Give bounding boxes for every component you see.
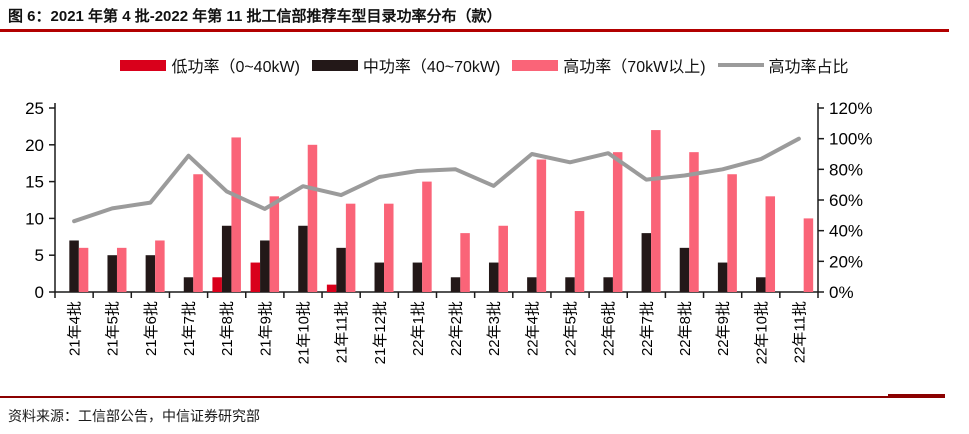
footer-divider-end [888, 394, 945, 398]
bar-mid-21年10批 [298, 225, 308, 292]
bar-high-22年2批 [460, 233, 470, 292]
legend-item-ratio_line: 高功率占比 [717, 53, 849, 77]
x-axis-label: 22年4批 [524, 301, 541, 356]
source-note: 资料来源：工信部公告，中信证券研究部 [8, 408, 260, 424]
x-axis-label: 21年10批 [295, 301, 312, 364]
bar-mid-22年1批 [412, 262, 423, 292]
legend-swatch-ratio_line [717, 63, 764, 67]
bar-low-21年8批 [212, 277, 222, 292]
bar-high-21年8批 [231, 137, 241, 292]
bar-high-22年6批 [612, 152, 623, 292]
bar-mid-21年9批 [260, 240, 270, 292]
x-axis-label: 21年8批 [219, 301, 236, 356]
legend-label: 中功率（40~70kW) [362, 59, 501, 76]
x-axis-label: 22年10批 [753, 301, 770, 364]
bar-mid-21年6批 [145, 255, 156, 292]
bar-low-21年9批 [250, 262, 261, 292]
y-axis-left-label: 10 [25, 209, 44, 228]
bar-mid-21年8批 [221, 225, 232, 292]
x-axis-label: 21年5批 [105, 301, 122, 356]
x-axis-label: 22年9批 [715, 301, 732, 356]
bar-mid-22年2批 [450, 277, 461, 292]
figure-title: 图 6：2021 年第 4 批-2022 年第 11 批工信部推荐车型目录功率分… [8, 8, 502, 25]
bar-high-22年4批 [536, 159, 547, 292]
y-axis-right-label: 20% [829, 252, 863, 271]
x-axis-label: 22年2批 [448, 301, 465, 356]
legend-label: 高功率（70kW以上) [563, 59, 706, 76]
chart-legend: 低功率（0~40kW) 中功率（40~70kW) 高功率（70kW以上) 高功率占比 [0, 53, 969, 77]
bar-high-21年4批 [78, 247, 89, 292]
bar-mid-22年4批 [527, 277, 537, 292]
y-axis-left-label: 15 [25, 173, 44, 192]
legend-item-mid: 中功率（40~70kW) [311, 53, 501, 77]
x-axis-label: 21年6批 [143, 301, 160, 356]
y-axis-right-label: 40% [829, 222, 863, 241]
legend-swatch-high [512, 59, 559, 71]
bar-high-22年3批 [498, 225, 508, 292]
x-axis-label: 22年6批 [601, 301, 618, 356]
x-axis-label: 22年8批 [677, 301, 694, 356]
bar-high-22年5批 [574, 211, 585, 292]
x-axis-label: 22年7批 [639, 301, 656, 356]
bar-mid-21年11批 [336, 247, 346, 292]
bar-high-22年1批 [422, 181, 432, 292]
power-chart: 0 5 10 15 20 25 0% 20% 40% 60% 80% 100% 120% 21年4批 21年… [25, 99, 872, 364]
x-axis-label: 22年5批 [563, 301, 580, 356]
bar-mid-21年7批 [183, 277, 194, 292]
x-axis-label: 21年9批 [257, 301, 274, 356]
bar-high-21年10批 [307, 144, 318, 292]
bar-high-21年9批 [269, 196, 280, 292]
y-axis-right-label: 0% [829, 283, 854, 302]
legend-item-high: 高功率（70kW以上) [512, 53, 706, 77]
bar-low-21年11批 [326, 284, 337, 292]
x-axis-label: 22年1批 [410, 301, 427, 356]
legend-label: 低功率（0~40kW) [171, 59, 300, 76]
bar-high-22年7批 [651, 130, 661, 292]
bar-high-21年11批 [345, 203, 356, 292]
legend-swatch-mid [311, 59, 358, 71]
legend-swatch-low [120, 59, 167, 71]
y-axis-right-label: 100% [829, 130, 872, 149]
x-axis-label: 21年11批 [334, 301, 351, 363]
bar-mid-22年5批 [565, 277, 575, 292]
bar-mid-22年9批 [717, 262, 728, 292]
x-axis-label: 22年3批 [486, 301, 503, 356]
bar-high-22年9批 [727, 174, 737, 292]
bar-high-22年8批 [689, 152, 699, 292]
bar-mid-22年7批 [641, 233, 652, 292]
bar-mid-21年5批 [107, 255, 117, 292]
title-divider [0, 29, 949, 32]
legend-item-low: 低功率（0~40kW) [120, 53, 300, 77]
bar-mid-21年4批 [69, 240, 79, 292]
x-axis-label: 21年12批 [372, 301, 389, 364]
x-axis-label: 22年11批 [791, 301, 808, 363]
y-axis-left-label: 20 [25, 136, 44, 155]
x-axis-label: 21年7批 [181, 301, 198, 356]
bar-mid-22年3批 [488, 262, 499, 292]
ratio-line [72, 136, 801, 224]
bar-high-21年7批 [193, 174, 203, 292]
y-axis-right-label: 80% [829, 160, 863, 179]
y-axis-right-label: 60% [829, 191, 863, 210]
bar-high-22年11批 [803, 218, 814, 292]
footer-divider [0, 396, 940, 398]
legend-label: 高功率占比 [768, 59, 849, 76]
bar-high-22年10批 [765, 196, 776, 292]
x-axis-label: 21年4批 [67, 301, 84, 356]
bar-high-21年5批 [116, 247, 127, 292]
bar-high-21年6批 [155, 240, 165, 292]
y-axis-left-label: 0 [35, 283, 44, 302]
y-axis-right-label: 120% [829, 99, 872, 118]
bar-mid-22年6批 [603, 277, 613, 292]
bar-mid-22年8批 [679, 247, 690, 292]
bar-mid-22年10批 [756, 277, 766, 292]
bar-high-21年12批 [384, 203, 394, 292]
bar-mid-21年12批 [374, 262, 385, 292]
y-axis-left-label: 5 [35, 246, 44, 265]
y-axis-left-label: 25 [25, 99, 44, 118]
